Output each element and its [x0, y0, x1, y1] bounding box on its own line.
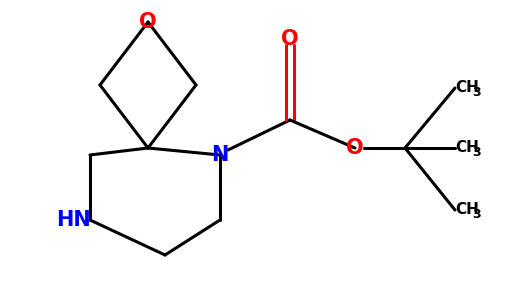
- Text: O: O: [139, 12, 157, 32]
- Text: O: O: [281, 29, 299, 49]
- Text: N: N: [211, 145, 229, 165]
- Text: 3: 3: [472, 86, 481, 99]
- Text: CH: CH: [455, 81, 479, 96]
- Text: CH: CH: [455, 202, 479, 217]
- Text: O: O: [346, 138, 364, 158]
- Text: HN: HN: [57, 210, 91, 230]
- Text: 3: 3: [472, 145, 481, 158]
- Text: 3: 3: [472, 207, 481, 220]
- Text: CH: CH: [455, 140, 479, 155]
